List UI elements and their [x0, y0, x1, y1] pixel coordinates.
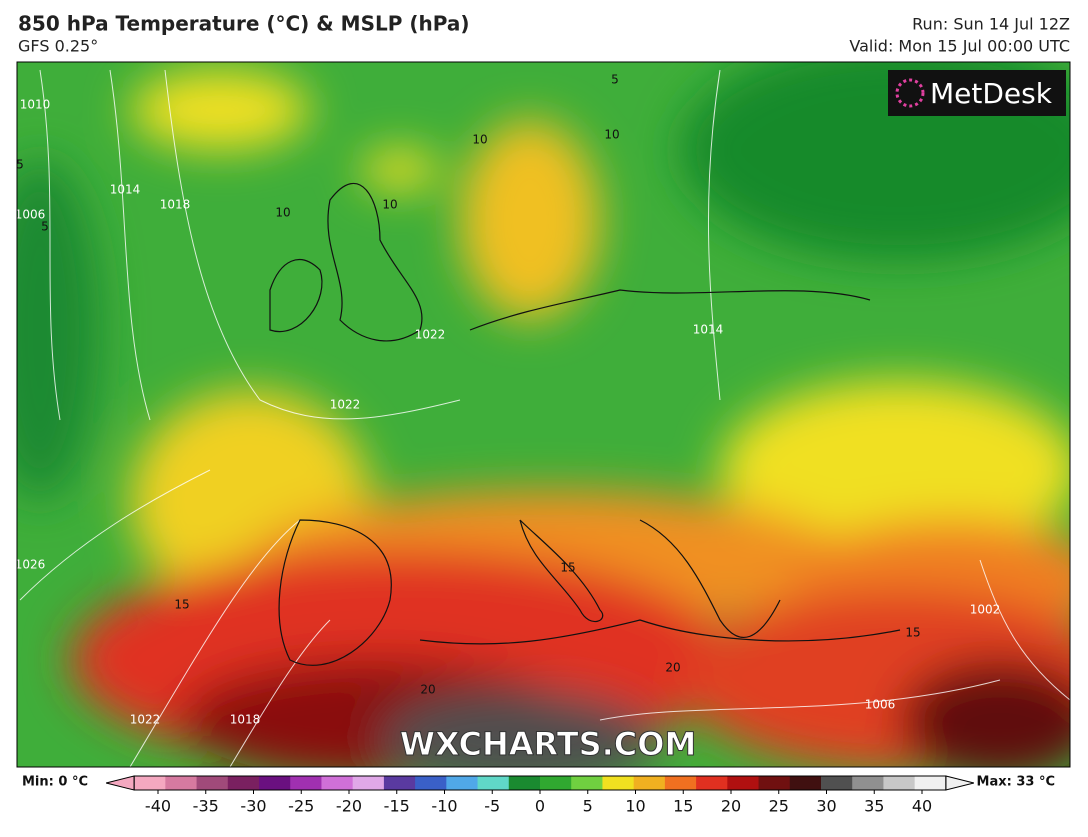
colorbar-swatch — [508, 776, 541, 790]
colorbar-tick-label: 20 — [721, 797, 741, 816]
contour-label: 10 — [604, 128, 619, 142]
colorbar-swatch — [914, 776, 947, 790]
contour-label: 10 — [275, 206, 290, 220]
map-frame — [16, 61, 1071, 768]
isobars — [19, 69, 1070, 767]
colorbar-swatch — [758, 776, 791, 790]
colorbar-tick-label: -10 — [431, 797, 457, 816]
colorbar-tick-label: -40 — [145, 797, 171, 816]
contour-label: 20 — [420, 683, 435, 697]
colorbar-swatch — [789, 776, 822, 790]
contour-label: 1006 — [15, 208, 46, 222]
valid-time: Valid: Mon 15 Jul 00:00 UTC — [849, 37, 1070, 56]
colorbar-swatch — [446, 776, 479, 790]
colorbar-swatch — [602, 776, 635, 790]
contour-label: 10 — [382, 198, 397, 212]
min-label: Min: 0 °C — [22, 775, 88, 790]
logo-icon — [895, 78, 925, 108]
colorbar-tick-label: 30 — [816, 797, 836, 816]
contour-label: 1002 — [970, 603, 1001, 617]
colorbar-tick-label: 5 — [583, 797, 593, 816]
colorbar-tick-label: 0 — [535, 797, 545, 816]
colorbar-swatch — [727, 776, 760, 790]
colorbar-swatch — [134, 776, 166, 790]
colorbar-tick-label: 10 — [625, 797, 645, 816]
colorbar-tick-label: -20 — [336, 797, 362, 816]
colorbar-tick-label: -35 — [193, 797, 219, 816]
colorbar-tick-label: 15 — [673, 797, 693, 816]
contour-label: 15 — [905, 626, 920, 640]
subtitle: GFS 0.25° — [18, 37, 98, 56]
max-label: Max: 33 °C — [977, 775, 1055, 790]
contour-label: 20 — [665, 661, 680, 675]
title: 850 hPa Temperature (°C) & MSLP (hPa) — [18, 12, 469, 36]
contour-label: 1014 — [693, 323, 724, 337]
colorbar-swatch — [883, 776, 916, 790]
colorbar-tick-label: -15 — [384, 797, 410, 816]
contour-label: 1022 — [130, 713, 161, 727]
colorbar-swatch — [852, 776, 884, 790]
contour-label: 15 — [560, 561, 575, 575]
colorbar-swatch — [290, 776, 322, 790]
watermark: WXCHARTS.COM — [400, 725, 697, 763]
colorbar-tick-label: -25 — [288, 797, 314, 816]
colorbar-swatch — [383, 776, 416, 790]
coastlines — [269, 183, 901, 666]
colorbar-tick-label: -5 — [484, 797, 500, 816]
colorbar-swatch — [196, 776, 229, 790]
contour-label: 5 — [611, 73, 619, 87]
logo-box — [888, 70, 1066, 116]
colorbar-swatch — [633, 776, 666, 790]
colorbar-swatch — [820, 776, 853, 790]
contour-label: 1022 — [415, 328, 446, 342]
colorbar-swatch — [227, 776, 260, 790]
contour-label: 15 — [174, 598, 189, 612]
colorbar-tick-label: 40 — [912, 797, 932, 816]
colorbar-swatch — [571, 776, 603, 790]
logo: MetDesk — [930, 77, 1053, 110]
contour-label: 1018 — [230, 713, 261, 727]
contour-label: 5 — [16, 158, 24, 172]
contour-label: 1026 — [15, 558, 46, 572]
colorbar-swatch — [165, 776, 198, 790]
contour-label: 1010 — [20, 98, 51, 112]
contour-label: 1018 — [160, 198, 191, 212]
colorbar: -40 -35 -30 -25 -20 -15 -10 -5 0 5 10 15 20 25 30 35 40 — [106, 775, 974, 816]
colorbar-tick-label: -30 — [240, 797, 266, 816]
temperature-field — [17, 62, 1070, 767]
colorbar-swatch — [321, 776, 354, 790]
contour-label: 5 — [41, 220, 49, 234]
run: Run: Sun 14 Jul 12Z — [912, 15, 1070, 34]
colorbar-swatch — [415, 776, 447, 790]
colorbar-swatch — [259, 776, 291, 790]
colorbar-tick-label: 35 — [864, 797, 884, 816]
contour-label: 1006 — [865, 698, 896, 712]
contour-label: 1022 — [330, 398, 361, 412]
contour-label: 10 — [472, 133, 487, 147]
colorbar-swatch — [477, 776, 510, 790]
colorbar-swatch — [696, 776, 728, 790]
colorbar-tick-label: 25 — [769, 797, 789, 816]
colorbar-swatch — [540, 776, 572, 790]
contour-label: 1014 — [110, 183, 141, 197]
colorbar-swatch — [352, 776, 385, 790]
colorbar-swatch — [664, 776, 697, 790]
